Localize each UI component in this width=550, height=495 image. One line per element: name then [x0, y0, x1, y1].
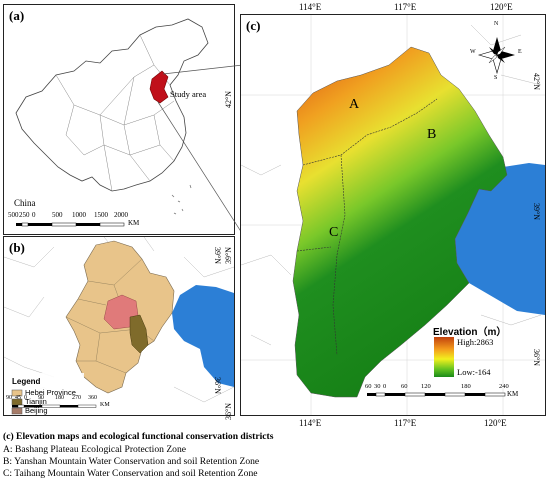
panel-b-lat-39: 39°N: [213, 247, 222, 264]
compass-e: E: [518, 49, 522, 55]
bohai-sea: [172, 285, 234, 387]
legend-swatch-beijing: [11, 407, 23, 415]
scale-c-t0: 60: [365, 383, 372, 390]
panel-a-china-map: (a) Study area China 500 250 0 500 1000 …: [3, 4, 235, 235]
zone-label-c: C: [329, 225, 339, 240]
scale-c-t5: 180: [461, 383, 471, 390]
panel-c-right-lat-39: 39°N: [532, 203, 541, 220]
elevation-legend-title: Elevation（m）: [433, 327, 507, 338]
scale-c-t3: 60: [401, 383, 408, 390]
legend-label-hebei: Hebei Province: [25, 388, 76, 397]
caption-line-c: C: Taihang Mountain Water Conservation a…: [3, 468, 258, 479]
panel-c-right-lat-42: 42°N: [532, 73, 541, 90]
scale-b-tick-6: 360: [88, 395, 97, 401]
scale-a-unit: KM: [128, 219, 140, 227]
scale-c-t6: 240: [499, 383, 509, 390]
scale-b-tick-2: 0: [24, 395, 27, 401]
legend-label-beijing: Beijing: [25, 406, 48, 415]
scale-c-t1: 30: [374, 383, 381, 390]
compass-s: S: [494, 75, 498, 81]
elevation-map: [241, 15, 545, 415]
scale-a-t5: 1500: [94, 211, 108, 219]
top-lon-120: 120°E: [490, 2, 513, 12]
panel-b-lat-36: 36°N: [213, 377, 222, 394]
panel-c-elevation-map: (c) A B C N S E W Elevation（m） High:2863…: [240, 14, 546, 416]
scale-b-tick-0: 90: [6, 395, 12, 401]
surrounding-boundaries: [241, 24, 542, 346]
zone-label-b: B: [427, 127, 437, 142]
scale-bar-a: [16, 222, 125, 227]
compass-w: W: [470, 49, 476, 55]
scale-c-t4: 120: [421, 383, 431, 390]
top-lon-114: 114°E: [299, 2, 322, 12]
study-area-region: [149, 70, 169, 104]
panel-c-label: (c): [244, 18, 263, 34]
scale-a-t2: 0: [32, 211, 36, 219]
top-lon-117: 117°E: [394, 2, 417, 12]
country-label: China: [14, 198, 36, 208]
scale-a-t0: 500: [8, 211, 19, 219]
zone-boundaries: [296, 98, 438, 356]
scale-b-tick-3: 90: [38, 395, 44, 401]
scale-b-unit: KM: [100, 402, 110, 408]
panel-b-hebei-map: (b) 39°N 36°N Legend Hebei Province Tian…: [3, 236, 235, 416]
panel-b-label: (b): [7, 240, 27, 256]
china-outline-map: [15, 18, 209, 227]
bottom-lon-120: 120°E: [484, 418, 507, 428]
compass-rose: [477, 37, 515, 75]
province-lines: [55, 34, 175, 192]
elevation-legend-bar: [434, 337, 454, 377]
zone-label-a: A: [349, 97, 360, 112]
left-lat-39: 39°N: [224, 247, 233, 264]
tianjin-region: [129, 314, 149, 354]
panel-c-right-lat-36: 36°N: [532, 349, 541, 366]
sea-region: [455, 163, 545, 315]
scale-a-t3: 500: [52, 211, 63, 219]
islands: [171, 184, 192, 215]
scale-a-t4: 1000: [72, 211, 86, 219]
scale-bar-c: [367, 392, 506, 397]
hebei-county-lines: [65, 258, 155, 374]
scale-c-unit: KM: [507, 390, 519, 398]
legend-label-tianjin: Tianjin: [25, 397, 47, 406]
bottom-lon-114: 114°E: [299, 418, 322, 428]
left-lat-36: 36°N: [224, 403, 233, 420]
elevation-low-label: Low:-164: [457, 367, 491, 377]
scale-a-t6: 2000: [114, 211, 128, 219]
study-area-label: Study area: [170, 89, 207, 99]
caption-line-a: A: Bashang Plateau Ecological Protection…: [3, 444, 187, 455]
scale-bar-b: [12, 404, 97, 408]
compass-n: N: [494, 21, 499, 27]
caption-line-b: B: Yanshan Mountain Water Conservation a…: [3, 456, 260, 467]
left-lat-42: 42°N: [224, 91, 233, 108]
legend-swatch-hebei: [11, 389, 23, 397]
scale-b-tick-5: 270: [72, 395, 81, 401]
scale-b-tick-4: 180: [55, 395, 64, 401]
legend-title: Legend: [12, 377, 41, 386]
bottom-lon-117: 117°E: [394, 418, 417, 428]
scale-b-tick-1: 45: [15, 395, 21, 401]
elevation-high-label: High:2863: [457, 337, 494, 347]
panel-a-label: (a): [7, 8, 27, 24]
scale-a-t1: 250: [19, 211, 30, 219]
scale-c-t2: 0: [383, 383, 387, 390]
china-border: [15, 18, 209, 192]
caption-title: (c) Elevation maps and ecological functi…: [3, 431, 274, 442]
